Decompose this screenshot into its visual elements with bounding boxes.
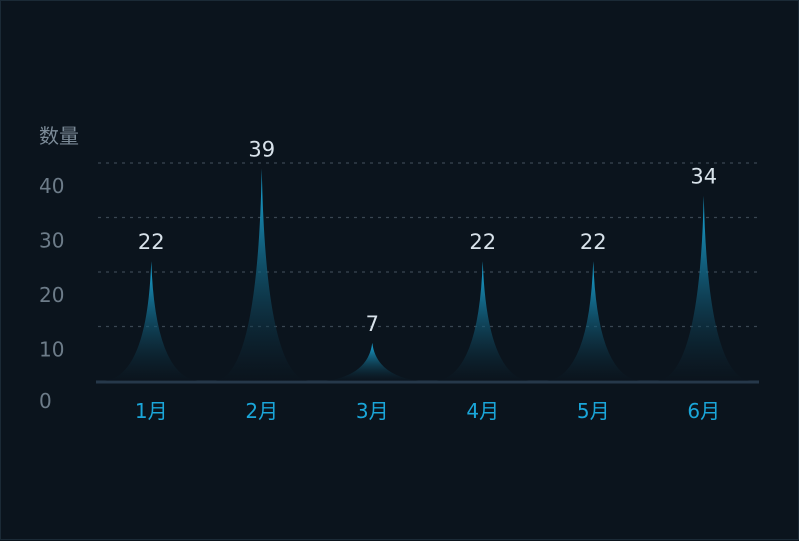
y-tick-label: 0 [39,389,52,413]
data-label: 39 [248,137,275,161]
grid-lines [98,162,759,328]
spike-6 [657,195,751,381]
spike-1 [104,261,198,381]
spike-4 [436,261,530,381]
spike-2 [215,168,309,381]
y-tick-label: 30 [39,229,64,253]
x-tick-label: 2月 [245,399,278,423]
y-tick-label: 40 [39,174,64,198]
spike-3 [325,342,419,381]
y-axis-title: 数量 [39,124,79,148]
data-label: 22 [469,230,496,254]
data-label: 7 [366,312,379,336]
x-tick-label: 6月 [687,399,720,423]
x-tick-label: 3月 [356,399,389,423]
spike-5 [546,261,640,381]
x-tick-label: 1月 [135,399,168,423]
spikes [104,168,751,381]
data-label: 22 [138,230,165,254]
x-tick-label: 5月 [577,399,610,423]
data-label: 34 [690,165,717,189]
y-tick-label: 10 [39,338,64,362]
labels: 0 10 20 30 40 22 1月 39 2月 7 3月 22 4月 22 5月 34 6月 [39,137,720,423]
data-label: 22 [580,230,607,254]
y-tick-label: 20 [39,283,64,307]
x-tick-label: 4月 [466,399,499,423]
